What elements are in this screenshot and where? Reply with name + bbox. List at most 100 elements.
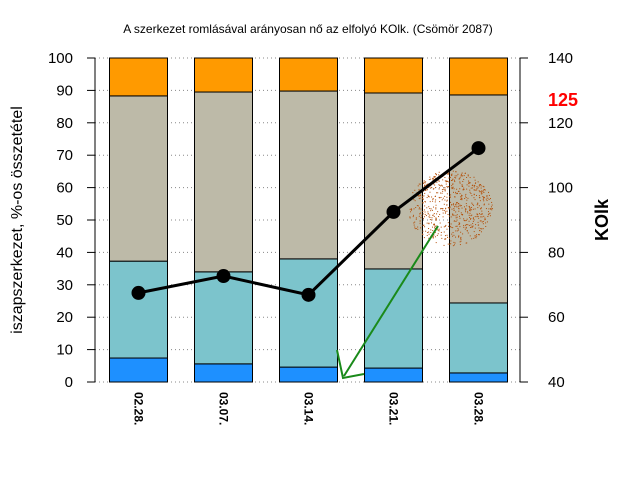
scribble-dot bbox=[459, 193, 461, 195]
scribble-dot bbox=[454, 175, 456, 177]
scribble-dot bbox=[427, 211, 429, 213]
scribble-dot bbox=[411, 209, 413, 211]
scribble-dot bbox=[465, 195, 467, 197]
scribble-dot bbox=[442, 190, 444, 192]
scribble-dot bbox=[448, 177, 450, 179]
scribble-dot bbox=[426, 188, 428, 190]
scribble-dot bbox=[479, 200, 481, 202]
scribble-dot bbox=[446, 210, 448, 212]
scribble-dot bbox=[481, 210, 483, 212]
scribble-dot bbox=[456, 203, 458, 205]
scribble-dot bbox=[486, 195, 488, 197]
scribble-dot bbox=[460, 236, 462, 238]
scribble-dot bbox=[450, 174, 452, 176]
scribble-dot bbox=[432, 188, 434, 190]
scribble-dot bbox=[429, 208, 431, 210]
scribble-dot bbox=[450, 201, 452, 203]
value-annotation-125: 125 bbox=[548, 90, 578, 110]
scribble-dot bbox=[474, 184, 476, 186]
arrow-annotation bbox=[336, 225, 439, 380]
scribble-dot bbox=[413, 222, 415, 224]
scribble-dot bbox=[473, 185, 475, 187]
scribble-dot bbox=[409, 217, 411, 219]
scribble-dot bbox=[433, 223, 435, 225]
scribble-dot bbox=[472, 223, 474, 225]
bar-segment-teal bbox=[364, 268, 423, 369]
scribble-dot bbox=[491, 209, 493, 211]
scribble-dot bbox=[483, 197, 485, 199]
scribble-dot bbox=[441, 189, 443, 191]
scribble-dot bbox=[459, 204, 461, 206]
scribble-dot bbox=[430, 185, 432, 187]
scribble-dot bbox=[469, 217, 471, 219]
scribble-dot bbox=[476, 235, 478, 237]
y-tick-label: 0 bbox=[65, 374, 73, 391]
scribble-dot bbox=[447, 213, 449, 215]
scribble-dot bbox=[460, 238, 462, 240]
scribble-dot bbox=[448, 237, 450, 239]
scribble-dot bbox=[472, 225, 474, 227]
scribble-dot bbox=[444, 210, 446, 212]
scribble-dot bbox=[488, 208, 490, 210]
scribble-dot bbox=[419, 207, 421, 209]
scribble-dot bbox=[435, 208, 437, 210]
scribble-dot bbox=[430, 232, 432, 234]
scribble-dot bbox=[461, 199, 463, 201]
scribble-dot bbox=[419, 197, 421, 199]
scribble-dot bbox=[449, 196, 451, 198]
scribble-dot bbox=[413, 199, 415, 201]
scribble-dot bbox=[423, 216, 425, 218]
scribble-dot bbox=[463, 219, 465, 221]
scribble-dot bbox=[473, 197, 475, 199]
scribble-dot bbox=[455, 236, 457, 238]
scribble-dot bbox=[427, 213, 429, 215]
kolk-line bbox=[131, 141, 486, 302]
scribble-dot bbox=[451, 186, 453, 188]
scribble-dot bbox=[451, 208, 453, 210]
scribble-dot bbox=[436, 234, 438, 236]
scribble-dot bbox=[467, 211, 469, 213]
scribble-dot bbox=[460, 173, 462, 175]
x-tick-label: 03.14. bbox=[302, 392, 316, 425]
scribble-dot bbox=[485, 225, 487, 227]
scribble-dot bbox=[447, 225, 449, 227]
scribble-dot bbox=[435, 173, 437, 175]
scribble-dot bbox=[424, 189, 426, 191]
scribble-dot bbox=[458, 229, 460, 231]
scribble-dot bbox=[465, 227, 467, 229]
scribble-dot bbox=[461, 207, 463, 209]
scribble-dot bbox=[422, 218, 424, 220]
scribble-dot bbox=[461, 214, 463, 216]
scribble-dot bbox=[438, 188, 440, 190]
scribble-dot bbox=[487, 216, 489, 218]
scribble-dot bbox=[478, 217, 480, 219]
scribble-dot bbox=[461, 172, 463, 174]
scribble-dot bbox=[482, 223, 484, 225]
scribble-dot bbox=[455, 225, 457, 227]
scribble-dot bbox=[453, 214, 455, 216]
scribble-annotation bbox=[409, 170, 493, 247]
scribble-dot bbox=[449, 196, 451, 198]
scribble-dot bbox=[480, 228, 482, 230]
scribble-dot bbox=[448, 207, 450, 209]
scribble-dot bbox=[465, 193, 467, 195]
scribble-dot bbox=[424, 192, 426, 194]
scribble-dot bbox=[457, 203, 459, 205]
bar-segment-gray bbox=[449, 94, 508, 304]
scribble-dot bbox=[480, 213, 482, 215]
scribble-dot bbox=[456, 188, 458, 190]
scribble-dot bbox=[484, 218, 486, 220]
scribble-dot bbox=[458, 223, 460, 225]
scribble-dot bbox=[467, 232, 469, 234]
scribble-dot bbox=[452, 213, 454, 215]
scribble-dot bbox=[478, 234, 480, 236]
scribble-dot bbox=[450, 216, 452, 218]
scribble-dot bbox=[484, 188, 486, 190]
scribble-dot bbox=[452, 214, 454, 216]
scribble-dot bbox=[420, 208, 422, 210]
bar-segment-orange bbox=[194, 57, 253, 93]
scribble-dot bbox=[422, 198, 424, 200]
scribble-dot bbox=[460, 205, 462, 207]
scribble-dot bbox=[429, 176, 431, 178]
scribble-dot bbox=[466, 242, 468, 244]
